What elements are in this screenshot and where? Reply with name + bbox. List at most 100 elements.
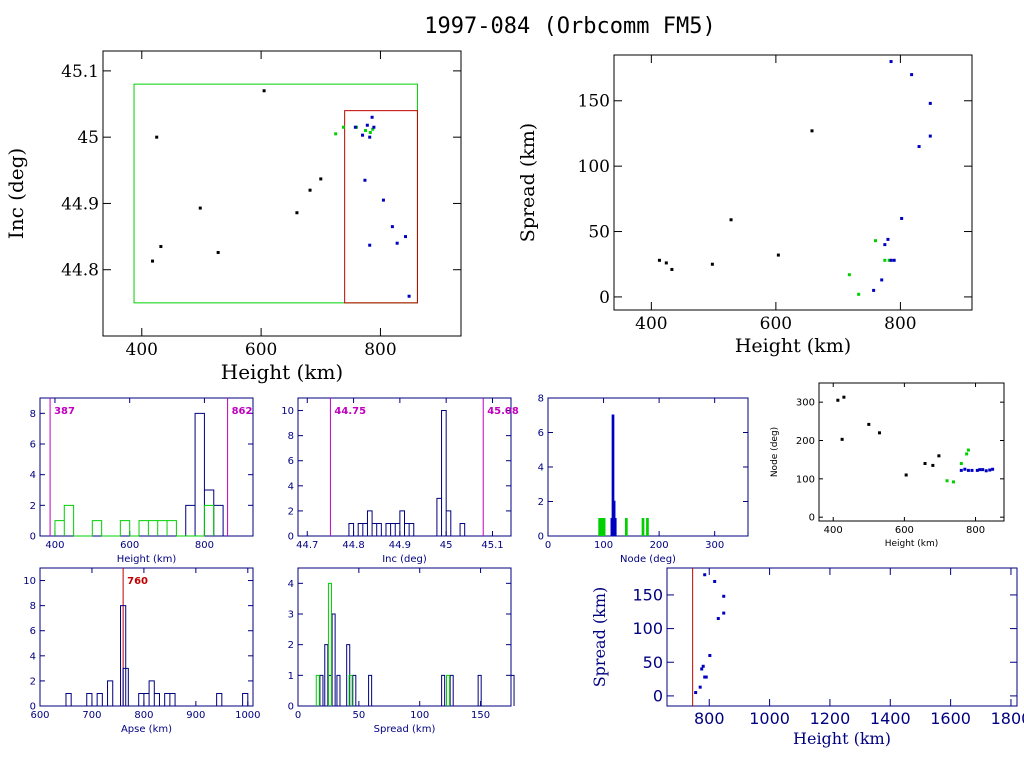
- histogram-bars: [185, 412, 224, 536]
- data-point: [308, 188, 312, 192]
- data-point: [722, 594, 726, 598]
- x-axis-label: Node (deg): [620, 554, 676, 565]
- marker-label: 44.75: [334, 406, 366, 417]
- data-point: [701, 664, 705, 668]
- y-tick-label: 6: [30, 440, 36, 451]
- data-point: [776, 253, 780, 257]
- data-point: [966, 468, 970, 472]
- x-tick-label: 600: [760, 314, 792, 334]
- data-point: [877, 431, 881, 435]
- x-tick-label: 100: [594, 540, 613, 551]
- data-point: [857, 292, 861, 296]
- histogram-bars: [598, 517, 649, 536]
- y-tick-label: 50: [643, 653, 663, 672]
- x-axis-label: Height (km): [793, 729, 891, 748]
- data-point: [363, 178, 367, 182]
- x-axis-label: Apse (km): [121, 724, 172, 735]
- y-tick-label: 6: [538, 428, 544, 439]
- data-point: [883, 243, 887, 247]
- data-point: [319, 177, 323, 181]
- x-tick-label: 50: [352, 710, 365, 721]
- y-tick-label: 100: [632, 619, 663, 638]
- y-tick-label: 4: [288, 481, 294, 492]
- data-point: [966, 448, 970, 452]
- data-point: [390, 225, 394, 229]
- data-point: [951, 480, 955, 484]
- x-axis-label: Height (km): [221, 360, 343, 384]
- y-tick-label: 8: [30, 601, 36, 612]
- node-height-panel: [818, 382, 1005, 522]
- data-point: [887, 258, 891, 262]
- data-point: [155, 135, 159, 139]
- data-point: [975, 468, 979, 472]
- data-point: [716, 616, 720, 620]
- data-point: [698, 685, 702, 689]
- y-tick-label: 45: [77, 128, 99, 148]
- data-point: [151, 259, 155, 263]
- x-tick-label: 800: [195, 540, 214, 551]
- y-tick-label: 0: [30, 702, 36, 713]
- data-point: [295, 211, 299, 215]
- data-point: [872, 288, 876, 292]
- y-tick-label: 3: [288, 610, 294, 621]
- data-point: [978, 468, 982, 472]
- plot-frame: [297, 567, 512, 707]
- data-point: [889, 258, 893, 262]
- x-tick-label: 200: [650, 540, 669, 551]
- x-tick-label: 44.7: [296, 540, 318, 551]
- data-point: [371, 127, 375, 131]
- data-point: [395, 241, 399, 245]
- y-tick-label: 2: [288, 506, 294, 517]
- marker-label: 760: [127, 576, 148, 587]
- data-point: [923, 462, 927, 465]
- data-point: [404, 235, 408, 239]
- y-tick-label: 45.1: [61, 62, 99, 82]
- data-point: [216, 250, 220, 254]
- data-point: [334, 132, 338, 136]
- plot-frame: [613, 54, 973, 311]
- x-tick-label: 400: [126, 340, 158, 360]
- data-point: [984, 469, 988, 473]
- data-point: [368, 131, 372, 135]
- marker-label: 862: [232, 406, 253, 417]
- data-point: [810, 129, 814, 133]
- x-tick-label: 44.9: [389, 540, 411, 551]
- x-tick-label: 1000: [235, 710, 260, 721]
- plot-frame: [39, 567, 254, 707]
- x-tick-label: 45: [440, 540, 453, 551]
- x-tick-label: 1400: [870, 709, 911, 728]
- data-point: [368, 135, 372, 139]
- x-tick-label: 44.8: [342, 540, 364, 551]
- data-point: [988, 468, 992, 472]
- y-tick-label: 2: [538, 497, 544, 508]
- y-tick-label: 0: [538, 532, 544, 543]
- x-tick-label: 800: [884, 314, 916, 334]
- x-tick-label: 100: [410, 710, 429, 721]
- y-tick-label: 4: [538, 463, 544, 474]
- y-tick-label: 0: [30, 532, 36, 543]
- data-point: [664, 261, 668, 265]
- data-point: [880, 278, 884, 282]
- spread-height-panel: [613, 54, 973, 311]
- histogram-bars: [319, 613, 515, 706]
- data-point: [937, 454, 941, 458]
- plot-frame: [666, 567, 1018, 707]
- hist-inc-panel: [297, 397, 512, 537]
- histogram-bars: [65, 605, 249, 706]
- x-tick-label: 400: [824, 525, 843, 536]
- y-tick-label: 0: [653, 687, 663, 706]
- y-tick-label: 10: [281, 406, 294, 417]
- data-point: [963, 467, 967, 471]
- page-title: 1997-084 (Orbcomm FM5): [424, 14, 716, 39]
- data-point: [729, 218, 733, 222]
- data-point: [945, 479, 949, 483]
- spread-height-wide-panel: [666, 567, 1018, 707]
- data-point: [341, 125, 345, 129]
- x-tick-label: 1600: [930, 709, 971, 728]
- y-tick-label: 0: [288, 532, 294, 543]
- x-tick-label: 600: [30, 710, 49, 721]
- x-tick-label: 400: [45, 540, 64, 551]
- data-point: [353, 125, 357, 129]
